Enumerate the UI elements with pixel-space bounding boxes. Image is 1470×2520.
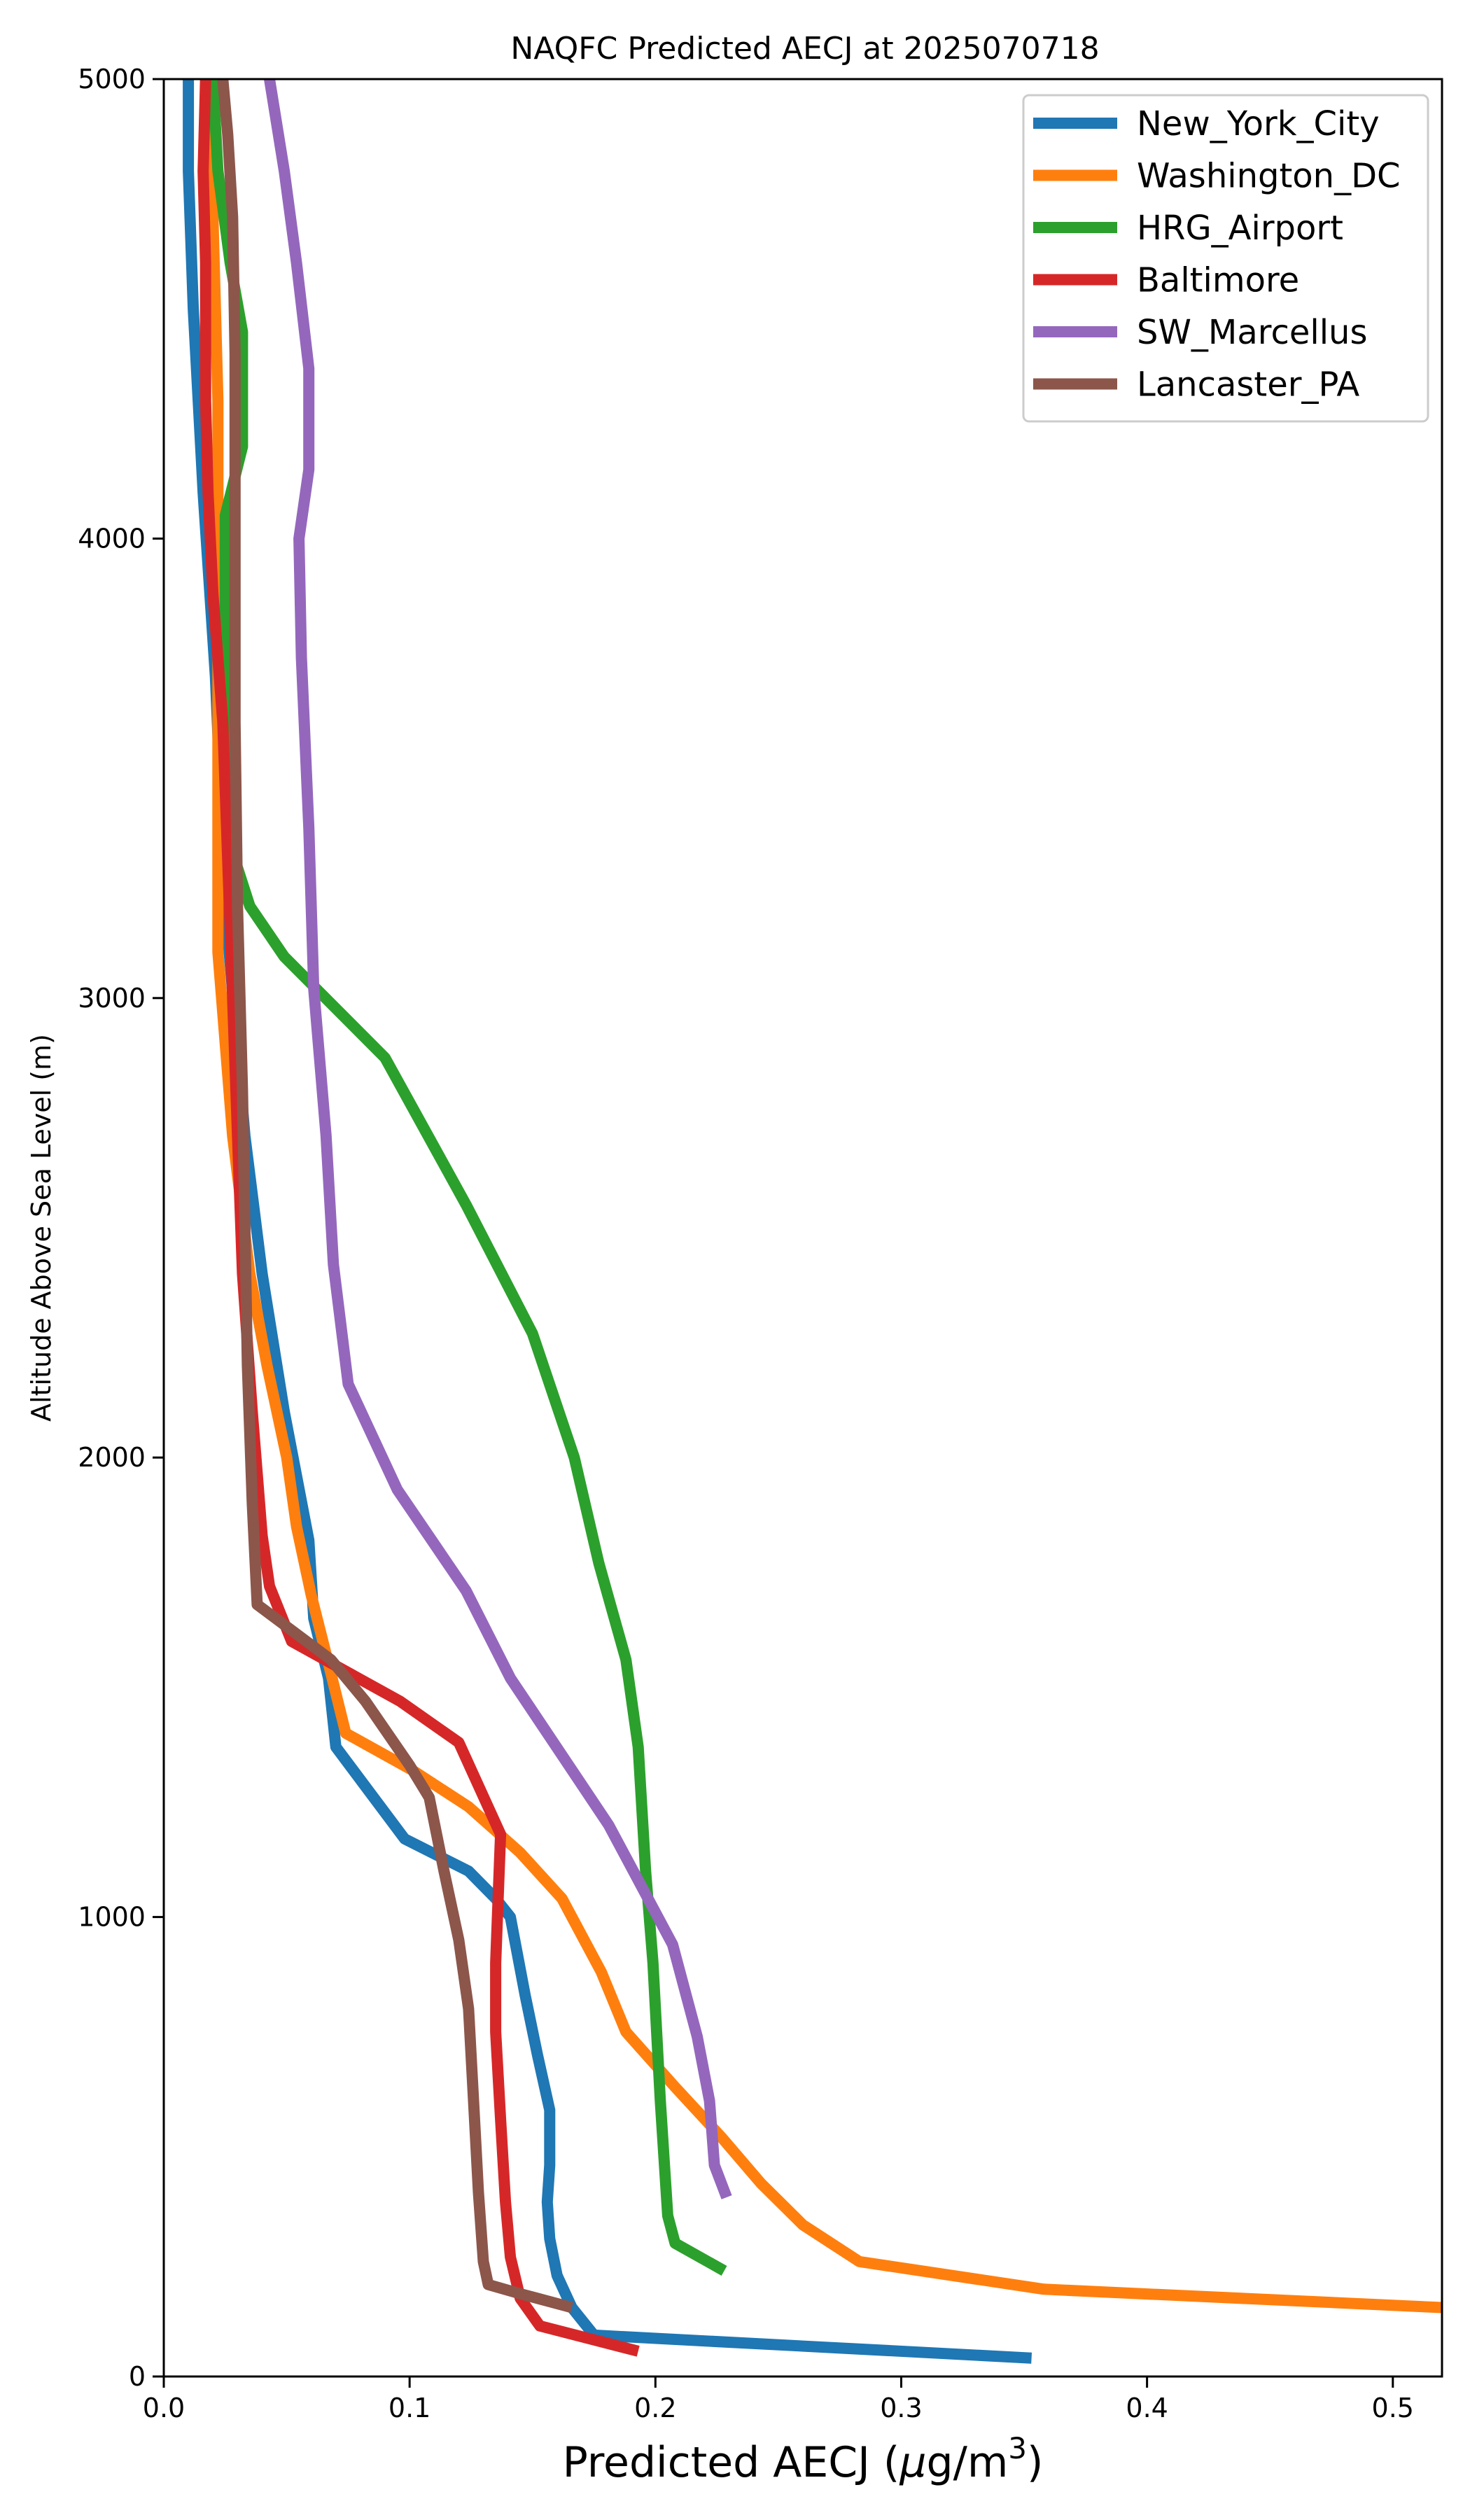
x-tick-label: 0.2 xyxy=(634,2393,676,2423)
series-line-sw-marcellus xyxy=(264,78,732,2199)
y-tick-label: 1000 xyxy=(78,1902,146,1933)
legend-label-lancaster-pa: Lancaster_PA xyxy=(1137,365,1359,405)
y-axis: 0 1000 2000 3000 4000 5000 xyxy=(78,64,164,2392)
y-axis-label: Altitude Above Sea Level (m) xyxy=(26,1034,57,1422)
x-tick-label: 0.4 xyxy=(1126,2393,1168,2423)
legend: New_York_City Washington_DC HRG_Airport Bal… xyxy=(1022,94,1429,423)
series-line-hrg-airport xyxy=(207,78,727,2276)
x-axis-label: Predicted AECJ (μg/m3) xyxy=(563,2431,1044,2487)
x-axis: 0.0 0.1 0.2 0.3 0.4 0.5 xyxy=(143,2376,1414,2423)
x-tick-label: 0.3 xyxy=(880,2393,922,2423)
chart-title: NAQFC Predicted AECJ at 2025070718 xyxy=(510,31,1099,66)
series-line-washington-dc xyxy=(202,78,1443,2314)
y-tick-label: 5000 xyxy=(78,64,146,94)
y-tick-label: 2000 xyxy=(78,1442,146,1473)
legend-frame xyxy=(1022,94,1429,423)
legend-label-sw-marcellus: SW_Marcellus xyxy=(1137,313,1367,352)
y-tick-label: 4000 xyxy=(78,523,146,554)
legend-label-washington-dc: Washington_DC xyxy=(1137,157,1401,196)
series-line-baltimore xyxy=(197,78,640,2357)
y-tick-label: 0 xyxy=(129,2361,146,2392)
plot-frame xyxy=(162,78,1443,2378)
legend-label-new-york-city: New_York_City xyxy=(1137,104,1380,144)
series-layer xyxy=(183,78,1443,2364)
x-tick-label: 0.0 xyxy=(143,2393,185,2423)
legend-label-hrg-airport: HRG_Airport xyxy=(1137,209,1343,248)
y-tick-label: 3000 xyxy=(78,983,146,1014)
legend-label-baltimore: Baltimore xyxy=(1137,261,1299,300)
x-tick-label: 0.5 xyxy=(1372,2393,1414,2423)
x-tick-label: 0.1 xyxy=(388,2393,430,2423)
series-line-lancaster-pa xyxy=(217,78,573,2314)
